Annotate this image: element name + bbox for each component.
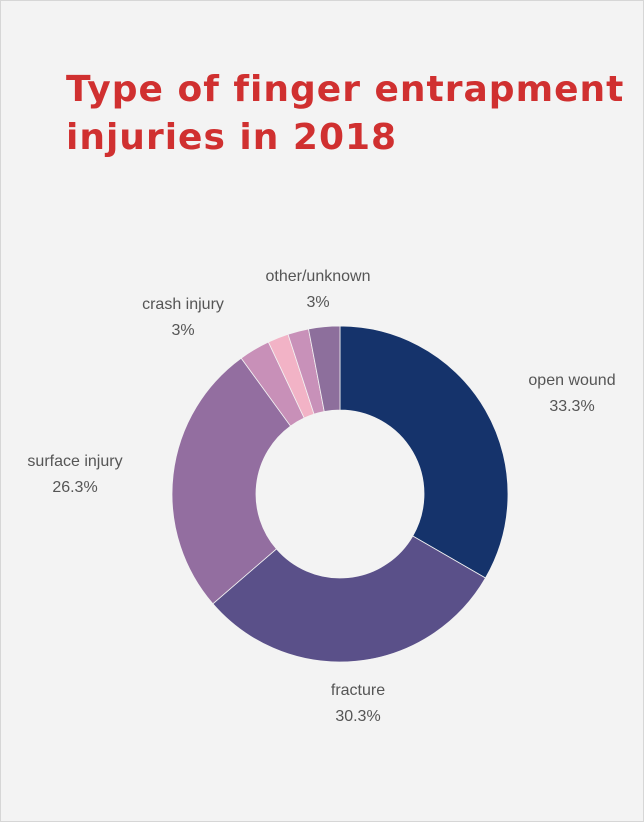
slice-label-fracture: fracture xyxy=(331,682,385,699)
slice-value-surface-injury: 26.3% xyxy=(52,479,97,496)
slice-value-open-wound: 33.3% xyxy=(549,398,594,415)
slice-labels: open wound 33.3% fracture 30.3% surface inju… xyxy=(27,268,615,725)
slice-label-surface-injury: surface injury xyxy=(27,453,122,470)
chart-title: Type of finger entrapment injuries in 20… xyxy=(66,66,626,162)
slice-label-crash-injury: crash injury xyxy=(142,296,224,313)
slice-surface-injury xyxy=(171,357,292,605)
slice-value-fracture: 30.3% xyxy=(335,708,380,725)
slice-other-unknown xyxy=(308,325,341,412)
donut-slices xyxy=(171,325,509,663)
chart-title-line-2: injuries in 2018 xyxy=(66,117,398,158)
slice-label-open-wound: open wound xyxy=(528,372,615,389)
chart-title-line-1: Type of finger entrapment xyxy=(66,69,625,110)
slice-value-crash-injury: 3% xyxy=(171,322,194,339)
slice-open-wound xyxy=(339,325,509,579)
slice-label-other-unknown: other/unknown xyxy=(266,268,371,285)
slice-value-other-unknown: 3% xyxy=(306,294,329,311)
slice-fracture xyxy=(212,535,487,663)
